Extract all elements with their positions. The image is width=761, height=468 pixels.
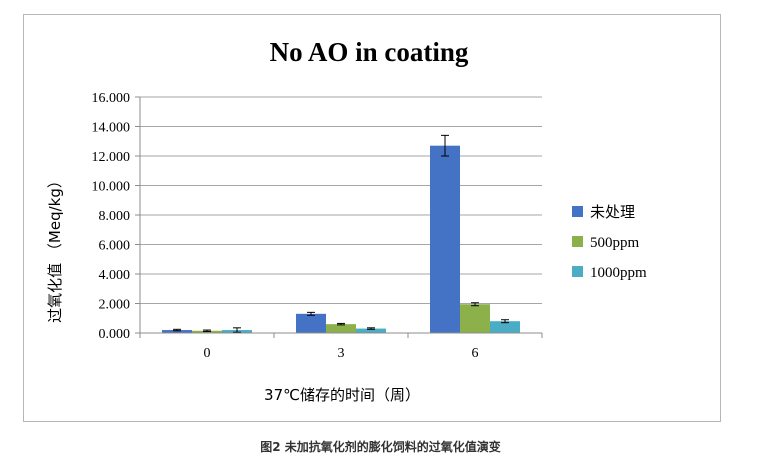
error-bar-0-1 [307, 311, 315, 316]
error-bar-1-1 [337, 322, 345, 326]
y-tick-label: 14.000 [92, 121, 131, 136]
error-bar-1-0 [203, 329, 211, 333]
chart-title: No AO in coating [270, 37, 469, 67]
y-tick-label: 6.000 [99, 239, 131, 254]
legend: 未处理 500ppm 1000ppm [572, 204, 647, 281]
y-tick-labels: 0.000 2.000 4.000 6.000 8.000 10.000 12.000 14.… [92, 91, 131, 342]
error-bar-0-0 [173, 328, 181, 332]
chart-frame: No AO in coating 0.000 2.000 4.000 6.000 8.0… [23, 14, 721, 422]
error-bar-2-2 [501, 319, 509, 324]
y-tick-label: 16.000 [92, 91, 131, 106]
error-bar-2-0 [233, 327, 241, 333]
x-tick-label: 3 [338, 346, 345, 361]
y-tick-label: 8.000 [99, 209, 131, 224]
y-tick-label: 10.000 [92, 180, 131, 195]
legend-swatch [572, 206, 583, 217]
bar-1-1 [326, 324, 356, 333]
y-tick-label: 4.000 [99, 268, 131, 283]
error-bar-2-1 [367, 327, 375, 330]
error-bar-1-2 [471, 302, 479, 307]
x-tick-label: 6 [472, 346, 479, 361]
chart-svg: No AO in coating 0.000 2.000 4.000 6.000 8.0… [46, 37, 647, 404]
error-bars [173, 134, 509, 333]
y-axis-label: 过氧化值 （Meq/kg） [46, 173, 64, 323]
legend-label: 1000ppm [590, 265, 647, 281]
axes [139, 97, 543, 338]
legend-label: 500ppm [590, 235, 640, 251]
x-axis-label: 37℃储存的时间（周） [264, 386, 420, 404]
legend-item-0: 未处理 [572, 204, 635, 221]
y-tick-label: 2.000 [99, 298, 131, 313]
legend-swatch [572, 236, 583, 247]
x-tick-labels: 0 3 6 [204, 346, 479, 361]
legend-item-2: 1000ppm [572, 265, 647, 281]
legend-label: 未处理 [590, 204, 635, 221]
bar-0-1 [296, 313, 326, 333]
y-tick-label: 12.000 [92, 150, 131, 165]
legend-swatch [572, 266, 583, 277]
figure-caption: 图2 未加抗氧化剂的膨化饲料的过氧化值演变 [260, 440, 501, 454]
error-bar-0-2 [441, 134, 449, 157]
bar-2-2 [490, 321, 520, 333]
gridlines [135, 96, 542, 334]
bars [162, 145, 520, 333]
bar-1-2 [460, 304, 490, 333]
bar-0-2 [430, 145, 460, 333]
y-tick-label: 0.000 [99, 327, 131, 342]
legend-item-1: 500ppm [572, 235, 640, 251]
x-tick-label: 0 [204, 346, 211, 361]
bar-0-0 [162, 330, 192, 333]
bar-2-1 [356, 328, 386, 333]
